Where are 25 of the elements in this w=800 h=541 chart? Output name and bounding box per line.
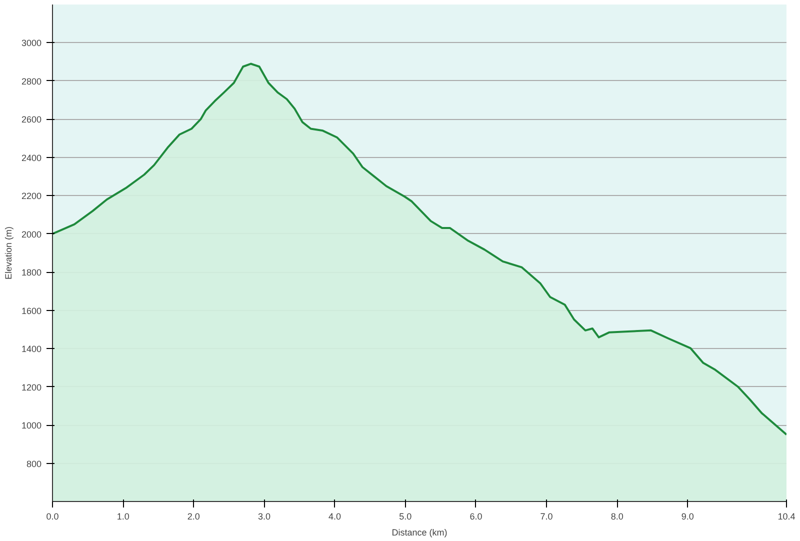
y-tick-label: 1600 xyxy=(21,306,42,316)
x-tick-label: 6.0 xyxy=(470,512,482,522)
x-tick-label: 5.0 xyxy=(399,512,412,522)
y-tick-label: 3000 xyxy=(21,38,42,48)
x-tick-label: 2.0 xyxy=(187,512,200,522)
x-tick-label: 9.0 xyxy=(681,512,694,522)
y-tick-label: 800 xyxy=(26,458,42,469)
y-tick-label: 2600 xyxy=(21,114,42,125)
y-tick-label: 2800 xyxy=(21,76,42,86)
x-tick-label: 10.4 xyxy=(778,512,796,522)
x-tick-label: 0.0 xyxy=(46,512,59,522)
y-tick-label: 1000 xyxy=(21,420,42,431)
x-tick-label: 4.0 xyxy=(328,512,342,522)
x-tick-label: 7.0 xyxy=(540,512,553,522)
y-tick-label: 1400 xyxy=(21,344,42,354)
x-axis-title: Distance (km) xyxy=(392,528,448,538)
y-tick-label: 2400 xyxy=(21,152,42,163)
y-axis-title: Elevation (m) xyxy=(3,226,14,280)
y-tick-label: 2000 xyxy=(21,229,42,240)
y-tick-label: 1800 xyxy=(21,268,42,278)
y-tick-label: 1200 xyxy=(21,382,42,392)
y-tick-label: 2200 xyxy=(21,191,42,202)
x-tick-label: 1.0 xyxy=(116,512,130,522)
x-tick-label: 3.0 xyxy=(258,512,270,522)
x-tick-label: 8.0 xyxy=(610,512,624,522)
